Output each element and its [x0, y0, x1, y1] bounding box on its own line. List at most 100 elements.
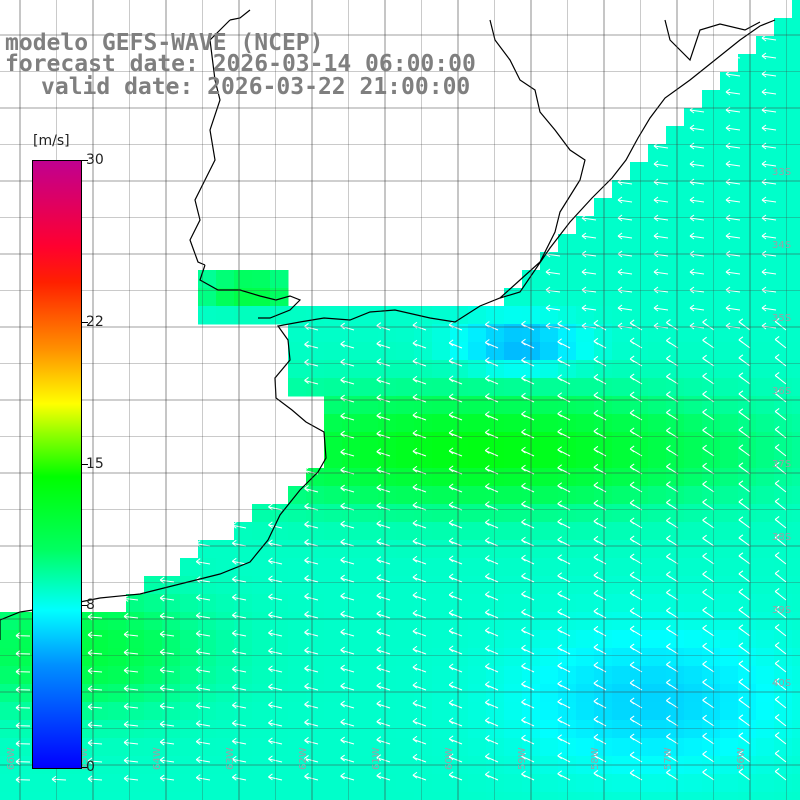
field-cell [108, 684, 127, 703]
wind-arrow [448, 501, 463, 511]
field-cell [684, 792, 703, 800]
field-cell [612, 252, 631, 271]
field-cell [414, 720, 433, 739]
field-cell [792, 252, 800, 271]
wind-arrow [666, 769, 679, 781]
wind-arrow [448, 717, 463, 727]
field-cell [666, 216, 685, 235]
wind-arrow [340, 664, 355, 673]
lat-label: 39S [772, 605, 791, 616]
wind-arrow [448, 771, 463, 781]
field-cell [378, 540, 397, 559]
field-cell [666, 360, 685, 379]
field-cell [414, 342, 433, 361]
field-cell [630, 396, 649, 415]
field-cell [630, 738, 649, 757]
field-cell [612, 792, 631, 800]
field-cell [720, 468, 739, 487]
field-cell [756, 252, 775, 271]
field-cell [396, 504, 415, 523]
field-cell [270, 594, 289, 613]
wind-arrow [738, 750, 751, 763]
field-cell [774, 684, 793, 703]
field-cell [666, 414, 685, 433]
wind-arrow [340, 340, 355, 349]
field-cell [594, 306, 613, 325]
field-cell [360, 378, 379, 397]
wind-arrow [557, 500, 571, 511]
field-cell [792, 270, 800, 289]
field-cell [126, 702, 145, 721]
wind-arrow [340, 538, 355, 547]
wind-arrow [340, 376, 355, 385]
wind-arrow [629, 661, 643, 673]
field-cell [450, 468, 469, 487]
wind-arrow [761, 250, 777, 258]
field-cell [342, 576, 361, 595]
field-cell [738, 414, 757, 433]
wind-arrow [304, 575, 319, 583]
field-cell [756, 234, 775, 253]
field-cell [756, 522, 775, 541]
field-cell [306, 504, 325, 523]
field-cell [774, 234, 793, 253]
field-cell [162, 774, 181, 793]
wind-arrow [702, 714, 715, 727]
wind-arrow [485, 555, 499, 565]
field-cell [630, 522, 649, 541]
field-cell [792, 432, 800, 451]
colorbar-tick-label: 8 [86, 597, 95, 614]
field-cell [360, 504, 379, 523]
field-cell [144, 648, 163, 667]
field-cell [90, 702, 109, 721]
lat-label: 33S [772, 167, 791, 178]
field-cell [306, 324, 325, 343]
field-cell [576, 432, 595, 451]
field-cell [324, 522, 343, 541]
field-cell [684, 450, 703, 469]
wind-arrow [340, 610, 355, 619]
wind-arrow [159, 594, 175, 602]
field-cell [468, 684, 487, 703]
wind-arrow [653, 268, 669, 276]
wind-arrow [485, 483, 499, 493]
field-cell [666, 612, 685, 631]
field-cell [594, 540, 613, 559]
wind-arrow [412, 753, 427, 763]
field-cell [414, 486, 433, 505]
field-cell [648, 144, 667, 163]
field-cell [756, 648, 775, 667]
wind-arrow [702, 534, 715, 547]
field-cell [774, 72, 793, 91]
wind-arrow [666, 751, 679, 763]
field-cell [0, 630, 19, 649]
field-cell [504, 792, 523, 800]
field-cell [756, 180, 775, 199]
field-cell [738, 558, 757, 577]
wind-arrow [376, 376, 391, 385]
wind-arrow [87, 667, 103, 675]
field-cell [396, 720, 415, 739]
field-cell [468, 720, 487, 739]
wind-arrow [666, 661, 679, 673]
field-cell [378, 414, 397, 433]
field-cell [378, 666, 397, 685]
wind-arrow [376, 736, 391, 745]
wind-arrow [87, 631, 103, 639]
field-cell [468, 540, 487, 559]
field-cell [432, 468, 451, 487]
field-cell [342, 342, 361, 361]
field-cell [720, 486, 739, 505]
field-cell [774, 288, 793, 307]
wind-arrow [376, 772, 391, 781]
field-cell [378, 648, 397, 667]
wind-arrow [653, 160, 669, 168]
wind-arrow [617, 304, 633, 312]
field-cell [252, 522, 271, 541]
wind-arrow [761, 34, 777, 42]
field-cell [666, 180, 685, 199]
field-cell [540, 360, 559, 379]
field-cell [144, 666, 163, 685]
colorbar-unit: [m/s] [33, 133, 70, 149]
field-cell [774, 180, 793, 199]
